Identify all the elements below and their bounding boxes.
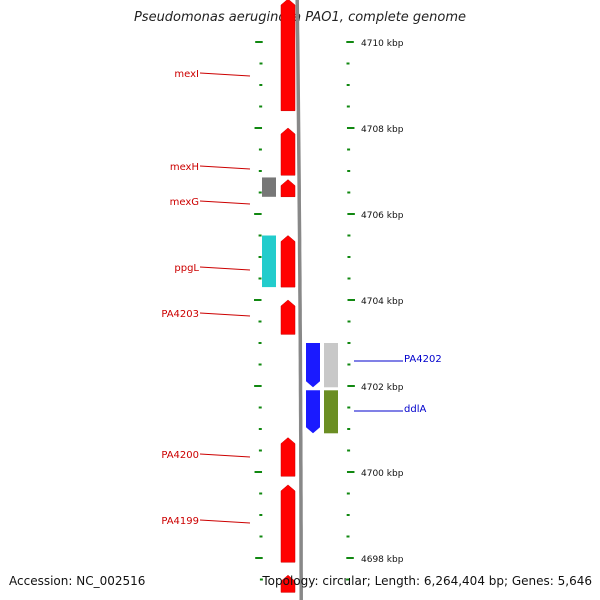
label-ddlA: ddlA <box>404 404 426 415</box>
scale-labels: 4710 kbp 4708 kbp 4706 kbp 4704 kbp 4702 kbp… <box>361 39 404 565</box>
side-mexG-side <box>262 177 276 197</box>
label-PA4202: PA4202 <box>404 354 442 365</box>
reverse-side-features <box>324 343 338 434</box>
scale-label: 4702 kbp <box>361 383 404 393</box>
scale-label: 4700 kbp <box>361 469 404 479</box>
label-mexI: mexI <box>174 69 199 80</box>
scale-label: 4698 kbp <box>361 555 404 565</box>
label-ppgL: ppgL <box>174 263 199 274</box>
leader-mexH <box>199 165 251 170</box>
leader-PA4203 <box>199 312 251 317</box>
forward-side-features <box>262 177 276 288</box>
leader-mexI <box>199 72 251 77</box>
left-tick-marks <box>254 41 263 581</box>
scale-label: 4710 kbp <box>361 39 404 49</box>
label-mexH: mexH <box>170 162 199 173</box>
label-PA4200: PA4200 <box>161 450 199 461</box>
feature-mexI <box>280 0 296 112</box>
feature-mexH <box>280 127 296 176</box>
feature-ddlA <box>306 390 320 434</box>
feature-ppgL <box>280 235 296 288</box>
leader-ppgL <box>199 266 251 271</box>
side-ddlA-side <box>324 390 338 434</box>
reverse-strand-features <box>306 343 320 434</box>
feature-mexG <box>280 179 296 198</box>
side-ppgL-side <box>262 235 276 288</box>
leader-PA4199 <box>199 519 251 524</box>
scale-label: 4704 kbp <box>361 297 404 307</box>
accession-text: Accession: NC_002516 <box>9 574 146 588</box>
feature-PA4202 <box>306 343 320 388</box>
feature-f-edge <box>280 574 296 593</box>
right-tick-marks <box>346 41 355 581</box>
forward-strand-features <box>280 0 296 593</box>
topology-text: Topology: circular; Length: 6,264,404 bp… <box>262 574 592 588</box>
side-PA4202-side <box>324 343 338 388</box>
feature-PA4199 <box>280 484 296 563</box>
label-PA4199: PA4199 <box>161 516 199 527</box>
leader-mexG <box>199 200 251 205</box>
leader-PA4200 <box>199 453 251 458</box>
label-mexG: mexG <box>170 197 199 208</box>
scale-label: 4706 kbp <box>361 211 404 221</box>
genome-backbone <box>295 0 303 600</box>
feature-PA4200 <box>280 437 296 477</box>
feature-PA4203 <box>280 299 296 335</box>
map-title: Pseudomonas aeruginosa PAO1, complete ge… <box>133 10 467 25</box>
label-PA4203: PA4203 <box>161 309 199 320</box>
scale-label: 4708 kbp <box>361 125 404 135</box>
feature-labels: mexI mexH mexG ppgL PA4203 PA4200 PA4199 PA4202… <box>161 69 441 527</box>
